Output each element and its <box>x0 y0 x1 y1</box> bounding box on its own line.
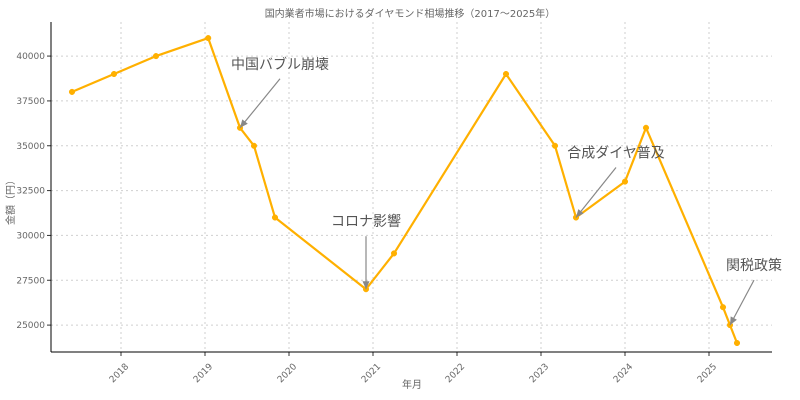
y-tick-label: 32500 <box>16 187 45 197</box>
annotation: 中国バブル崩壊 <box>231 56 329 129</box>
annotation: 関税政策 <box>726 257 782 326</box>
y-axis-title: 金額（円） <box>4 175 17 225</box>
annotation-arrow-line <box>239 78 281 129</box>
annotation-arrowhead <box>240 119 248 128</box>
x-tick-label: 2024 <box>612 362 635 385</box>
x-axis-title: 年月 <box>402 378 422 391</box>
x-tick-label: 2025 <box>696 362 719 385</box>
annotation-arrowhead <box>576 209 584 218</box>
data-point <box>719 304 727 311</box>
y-tick-label: 30000 <box>16 231 45 241</box>
annotation-label: コロナ影響 <box>331 213 401 230</box>
data-point <box>390 250 398 257</box>
annotation-arrowhead <box>730 316 737 326</box>
y-tick-label: 25000 <box>16 321 45 331</box>
y-tick-label: 37500 <box>16 97 45 107</box>
annotation-label: 中国バブル崩壊 <box>231 56 329 73</box>
data-point <box>110 70 118 78</box>
annotation-arrowhead <box>362 281 370 290</box>
series-layer <box>68 35 741 347</box>
data-point <box>551 142 559 149</box>
data-point <box>642 124 650 131</box>
annotation-arrow-line <box>729 279 755 326</box>
data-point <box>733 339 741 347</box>
y-tick-label: 40000 <box>16 52 45 62</box>
data-point <box>205 35 212 42</box>
annotation-label: 関税政策 <box>726 257 782 274</box>
annotation-arrow-line <box>575 167 617 218</box>
grid-layer <box>51 22 772 352</box>
y-tick-label: 35000 <box>16 142 45 152</box>
x-tick-label: 2023 <box>528 362 551 385</box>
x-tick-label: 2019 <box>192 362 215 385</box>
data-point <box>502 70 510 78</box>
x-tick-label: 2018 <box>108 362 131 385</box>
data-point <box>271 214 279 221</box>
chart-title: 国内業者市場におけるダイヤモンド相場推移（2017〜2025年） <box>265 7 556 20</box>
axis-layer: 25000 27500 30000 32500 35000 37500 40000 2018 2… <box>16 22 772 385</box>
annotation: コロナ影響 <box>331 213 401 290</box>
data-point <box>621 178 629 185</box>
data-point <box>68 88 76 95</box>
x-tick-label: 2022 <box>444 362 467 385</box>
x-tick-label: 2020 <box>276 362 299 385</box>
x-tick-label: 2021 <box>360 362 383 385</box>
annotation: 合成ダイヤ普及 <box>567 146 665 218</box>
y-tick-label: 27500 <box>16 276 45 286</box>
annotation-label: 合成ダイヤ普及 <box>567 146 665 162</box>
data-point <box>250 142 258 149</box>
data-point <box>152 53 160 60</box>
